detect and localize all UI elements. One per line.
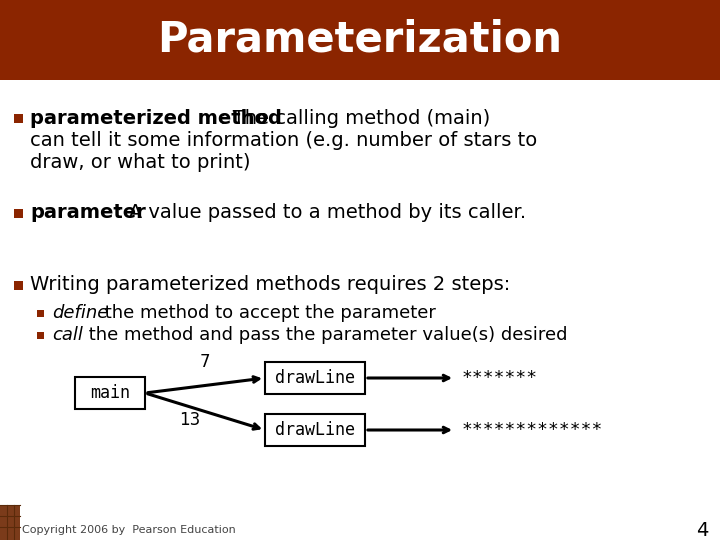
Bar <box>0 0 720 80</box>
Text: : The calling method (main): : The calling method (main) <box>220 109 490 127</box>
Text: can tell it some information (e.g. number of stars to: can tell it some information (e.g. numbe… <box>30 131 537 150</box>
FancyBboxPatch shape <box>265 414 365 446</box>
Text: : A value passed to a method by its caller.: : A value passed to a method by its call… <box>115 204 526 222</box>
Text: *************: ************* <box>462 421 603 439</box>
Text: 13: 13 <box>179 411 201 429</box>
Bar <box>37 309 43 316</box>
Text: 7: 7 <box>199 353 210 371</box>
Text: Copyright 2006 by  Pearson Education: Copyright 2006 by Pearson Education <box>22 525 235 535</box>
Text: 4: 4 <box>696 521 708 539</box>
Text: call: call <box>52 326 83 344</box>
FancyBboxPatch shape <box>265 362 365 394</box>
Text: drawLine: drawLine <box>275 421 355 439</box>
Text: parameter: parameter <box>30 204 145 222</box>
Text: drawLine: drawLine <box>275 369 355 387</box>
Bar <box>14 208 22 218</box>
Text: Writing parameterized methods requires 2 steps:: Writing parameterized methods requires 2… <box>30 275 510 294</box>
Text: define: define <box>52 304 109 322</box>
Text: the method and pass the parameter value(s) desired: the method and pass the parameter value(… <box>84 326 567 344</box>
Text: *******: ******* <box>462 369 538 387</box>
Text: main: main <box>90 384 130 402</box>
Text: parameterized method: parameterized method <box>30 109 282 127</box>
FancyBboxPatch shape <box>75 377 145 409</box>
Bar <box>0 505 20 540</box>
Text: draw, or what to print): draw, or what to print) <box>30 152 251 172</box>
Bar <box>37 332 43 339</box>
Text: the method to accept the parameter: the method to accept the parameter <box>99 304 436 322</box>
Text: Parameterization: Parameterization <box>158 19 562 61</box>
Bar <box>14 113 22 123</box>
Bar <box>14 280 22 289</box>
